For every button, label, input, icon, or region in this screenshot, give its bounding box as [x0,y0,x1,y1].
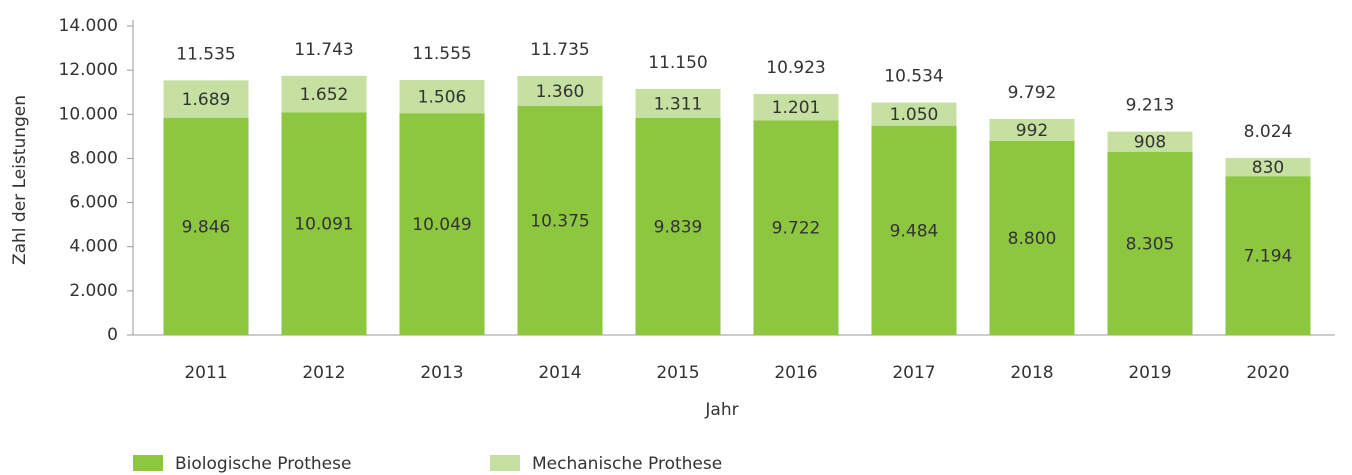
total-label: 8.024 [1244,122,1293,142]
bar-segment [163,117,249,335]
bar-segment [517,75,603,107]
x-tick-label: 2017 [892,363,935,383]
data-label: 10.091 [294,215,353,235]
bar-segment [517,106,603,335]
data-label: 9.839 [654,217,703,237]
bar-segment [989,140,1075,335]
bar-segment [1225,176,1311,335]
bar-segment [281,75,367,113]
bar-segment [871,102,957,126]
data-label: 8.305 [1126,234,1175,254]
bar-segment [399,79,485,114]
data-label: 9.722 [772,219,821,239]
bar-segment [1107,131,1193,152]
data-label: 7.194 [1244,247,1293,267]
legend-swatch [133,455,163,471]
x-axis-label: Jahr [704,400,738,420]
x-tick-label: 2018 [1010,363,1053,383]
y-axis-label: Zahl der Leistungen [10,95,30,265]
data-label: 830 [1252,158,1284,178]
bar-segment [635,88,721,118]
data-label: 1.201 [772,98,821,118]
data-label: 908 [1134,133,1166,153]
data-label: 10.375 [530,212,589,232]
total-label: 11.150 [648,53,707,73]
bar-segment [871,125,957,336]
legend-label: Mechanische Prothese [532,454,722,474]
x-tick-label: 2015 [656,363,699,383]
data-label: 8.800 [1008,229,1057,249]
y-tick-label: 2.000 [69,281,118,301]
data-label: 992 [1016,121,1048,141]
total-label: 10.534 [884,66,943,86]
bar-segment [399,113,485,335]
data-label: 1.311 [654,94,703,114]
bar-segment [753,93,839,121]
x-tick-label: 2019 [1128,363,1171,383]
data-label: 1.506 [418,88,467,108]
x-tick-label: 2020 [1246,363,1289,383]
x-tick-label: 2016 [774,363,817,383]
bar-segment [1107,151,1193,335]
y-tick-label: 0 [107,325,118,345]
data-label: 1.050 [890,105,939,125]
bar-segment [635,117,721,336]
data-label: 9.846 [182,217,231,237]
y-tick-label: 14.000 [59,16,118,36]
y-tick-label: 8.000 [69,148,118,168]
total-label: 11.735 [530,40,589,60]
total-label: 10.923 [766,58,825,78]
data-label: 9.484 [890,221,939,241]
data-label: 1.360 [536,82,585,102]
y-tick-label: 4.000 [69,237,118,257]
total-label: 11.555 [412,44,471,64]
x-tick-label: 2012 [302,363,345,383]
bar-segment [1225,157,1311,177]
data-label: 1.652 [300,85,349,105]
legend-swatch [490,455,520,471]
y-tick-label: 6.000 [69,193,118,213]
x-tick-label: 2011 [184,363,227,383]
total-label: 11.743 [294,40,353,60]
total-label: 9.213 [1126,96,1175,116]
bar-segment [163,80,249,118]
total-label: 11.535 [176,44,235,64]
y-tick-label: 12.000 [59,60,118,80]
bar-segment [281,112,367,335]
bar-segment [753,120,839,335]
x-tick-label: 2014 [538,363,581,383]
data-label: 10.049 [412,215,471,235]
y-tick-label: 10.000 [59,104,118,124]
total-label: 9.792 [1008,83,1057,103]
data-label: 1.689 [182,90,231,110]
bar-segment [989,118,1075,141]
legend-label: Biologische Prothese [175,454,351,474]
x-tick-label: 2013 [420,363,463,383]
